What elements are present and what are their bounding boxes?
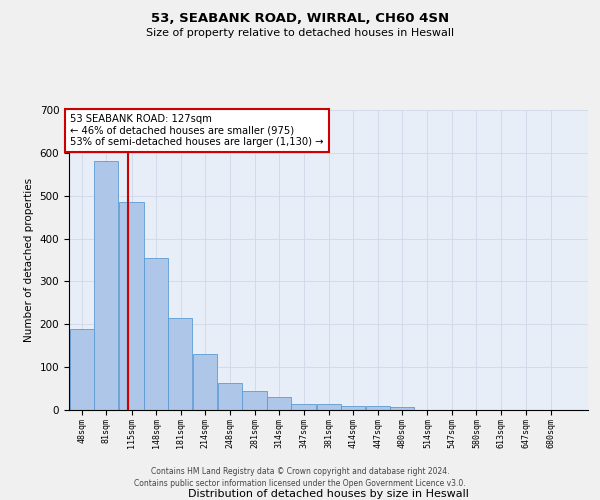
X-axis label: Distribution of detached houses by size in Heswall: Distribution of detached houses by size …	[188, 490, 469, 500]
Bar	[218, 383, 242, 410]
Bar	[70, 328, 94, 410]
Bar	[242, 390, 266, 410]
Text: Contains public sector information licensed under the Open Government Licence v3: Contains public sector information licen…	[134, 478, 466, 488]
Y-axis label: Number of detached properties: Number of detached properties	[24, 178, 34, 342]
Bar	[292, 404, 316, 410]
Bar	[341, 406, 365, 410]
Bar	[119, 202, 143, 410]
Text: Size of property relative to detached houses in Heswall: Size of property relative to detached ho…	[146, 28, 454, 38]
Bar	[193, 354, 217, 410]
Bar	[144, 258, 168, 410]
Text: Contains HM Land Registry data © Crown copyright and database right 2024.: Contains HM Land Registry data © Crown c…	[151, 467, 449, 476]
Text: 53, SEABANK ROAD, WIRRAL, CH60 4SN: 53, SEABANK ROAD, WIRRAL, CH60 4SN	[151, 12, 449, 26]
Bar	[267, 397, 291, 410]
Text: 53 SEABANK ROAD: 127sqm
← 46% of detached houses are smaller (975)
53% of semi-d: 53 SEABANK ROAD: 127sqm ← 46% of detache…	[70, 114, 324, 148]
Bar	[317, 404, 341, 410]
Bar	[365, 406, 389, 410]
Bar	[390, 406, 414, 410]
Bar	[94, 162, 118, 410]
Bar	[169, 318, 193, 410]
